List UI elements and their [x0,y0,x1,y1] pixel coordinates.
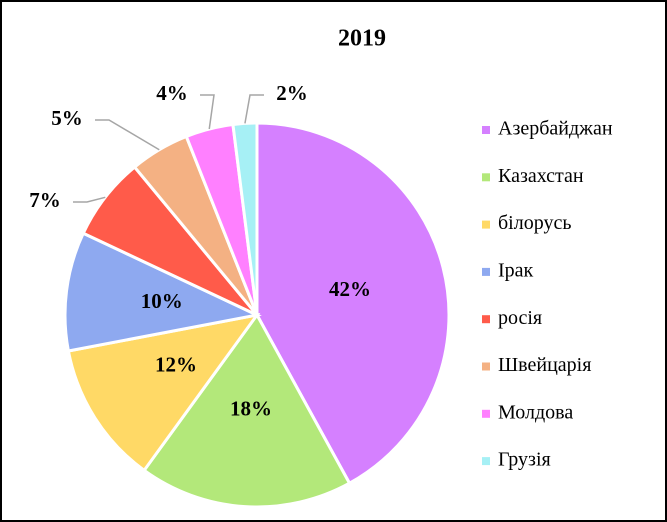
legend-label: Швейцарія [498,354,591,376]
leader-line [200,94,215,130]
legend-label: Грузія [498,449,551,471]
legend-swatch [482,173,490,182]
leader-line [244,94,264,124]
pie-slice [255,121,451,486]
data-label: 5% [51,106,83,130]
legend-label: Молдова [498,401,573,423]
legend-swatch [482,267,490,276]
legend-label: Казахстан [498,165,584,187]
data-label: 12% [155,352,197,376]
legend-swatch [482,409,490,418]
pie-slice [63,231,262,353]
data-label: 4% [156,81,188,105]
legend-label: росія [498,307,542,329]
data-label: 7% [29,188,61,212]
pie-slice [66,312,261,473]
data-label: 18% [230,397,272,421]
legend-swatch [482,457,490,466]
data-label: 10% [141,289,183,313]
legend-swatch [482,362,490,371]
legend-swatch [482,315,490,324]
pie-slice [231,121,259,316]
legend-label: Азербайджан [498,118,613,140]
data-label: 2% [276,81,308,105]
leader-line [95,119,160,151]
pie-slice [142,312,352,509]
legend-swatch [482,220,490,229]
leader-line [73,196,106,203]
legend-label: білорусь [498,212,571,234]
legend-swatch [482,126,490,134]
legend-label: Ірак [498,259,534,281]
data-label: 42% [329,277,371,301]
chart-title: 2019 [338,26,386,52]
